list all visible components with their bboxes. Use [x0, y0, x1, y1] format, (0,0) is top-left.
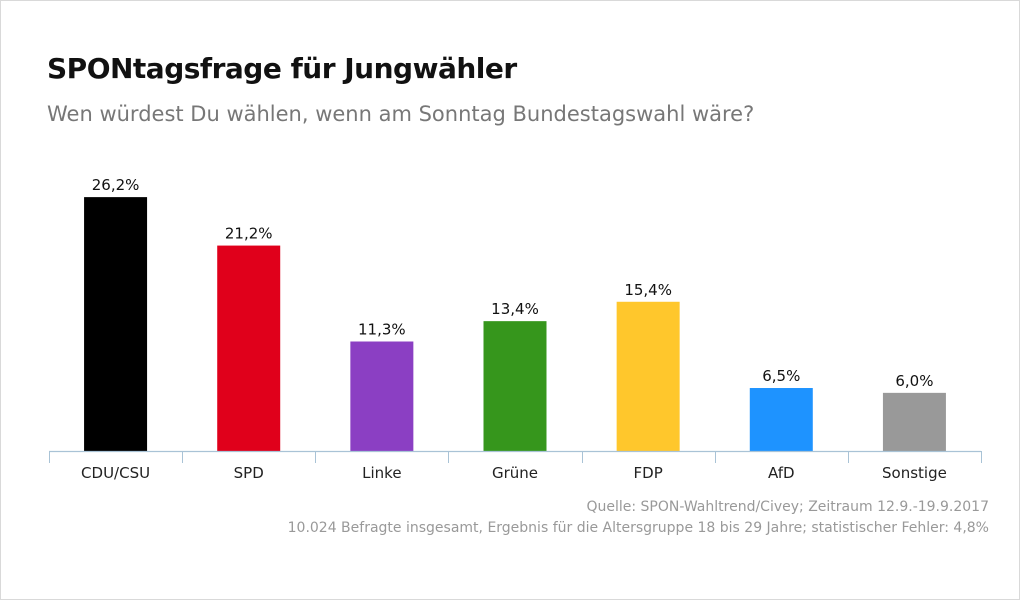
bar-value-label: 13,4% [491, 300, 539, 318]
bar-afd [749, 388, 813, 451]
category-label: FDP [634, 464, 663, 482]
source-line-1: Quelle: SPON-Wahltrend/Civey; Zeitraum 1… [586, 499, 989, 515]
x-axis [49, 450, 982, 463]
bar-value-label: 15,4% [624, 281, 672, 299]
bar-linke [350, 341, 414, 451]
source-line-2: 10.024 Befragte insgesamt, Ergebnis für … [287, 520, 989, 536]
chart-subtitle: Wen würdest Du wählen, wenn am Sonntag B… [47, 102, 755, 126]
category-label: SPD [234, 464, 264, 482]
category-label: Grüne [492, 464, 538, 482]
bar-gr-ne [483, 321, 547, 451]
bar-spd [217, 245, 281, 451]
bar-value-label: 6,5% [762, 367, 800, 385]
category-labels-group: CDU/CSU SPD Linke Grüne FDP AfD Sonstige [81, 464, 947, 482]
bar-value-label: 11,3% [358, 321, 406, 339]
category-label: CDU/CSU [81, 464, 150, 482]
bar-sonstige [882, 392, 946, 451]
category-label: Linke [362, 464, 401, 482]
chart-title: SPONtagsfrage für Jungwähler [47, 52, 517, 85]
category-label: AfD [768, 464, 795, 482]
bars-group [84, 197, 946, 451]
bar-value-label: 6,0% [895, 372, 933, 390]
bar-cdu-csu [84, 197, 148, 451]
bar-fdp [616, 301, 680, 451]
bar-value-label: 26,2% [92, 176, 140, 194]
bar-value-label: 21,2% [225, 225, 273, 243]
source-note: Quelle: SPON-Wahltrend/Civey; Zeitraum 1… [288, 497, 989, 539]
value-labels-group: 26,2% 21,2% 11,3% 13,4% 15,4% 6,5% 6,0% [92, 176, 934, 390]
category-label: Sonstige [882, 464, 947, 482]
